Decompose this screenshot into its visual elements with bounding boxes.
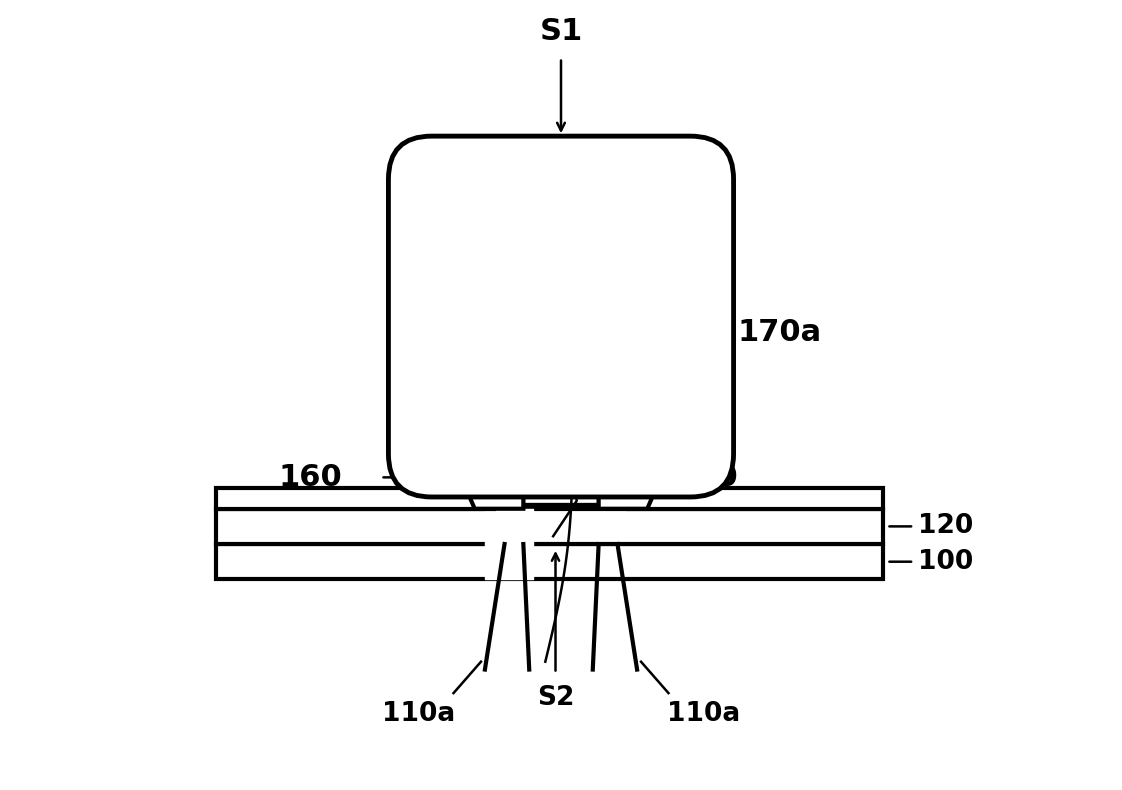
Bar: [215, 544, 883, 579]
Bar: [523, 473, 599, 505]
Bar: [215, 509, 883, 544]
Text: S2: S2: [536, 685, 574, 711]
Polygon shape: [599, 446, 657, 509]
Text: 110a: 110a: [668, 701, 741, 727]
Polygon shape: [465, 446, 523, 509]
Bar: [523, 446, 599, 473]
Text: 160: 160: [278, 463, 342, 492]
Bar: [215, 487, 495, 509]
Bar: [627, 487, 883, 509]
Bar: [528, 395, 594, 446]
Bar: [523, 446, 599, 505]
Text: 170a: 170a: [737, 318, 821, 347]
Text: 120: 120: [918, 514, 973, 540]
FancyBboxPatch shape: [388, 136, 734, 497]
Text: S1: S1: [540, 17, 582, 46]
Text: 110a: 110a: [381, 701, 454, 727]
Text: 160: 160: [674, 463, 738, 492]
Text: 100: 100: [918, 549, 973, 574]
